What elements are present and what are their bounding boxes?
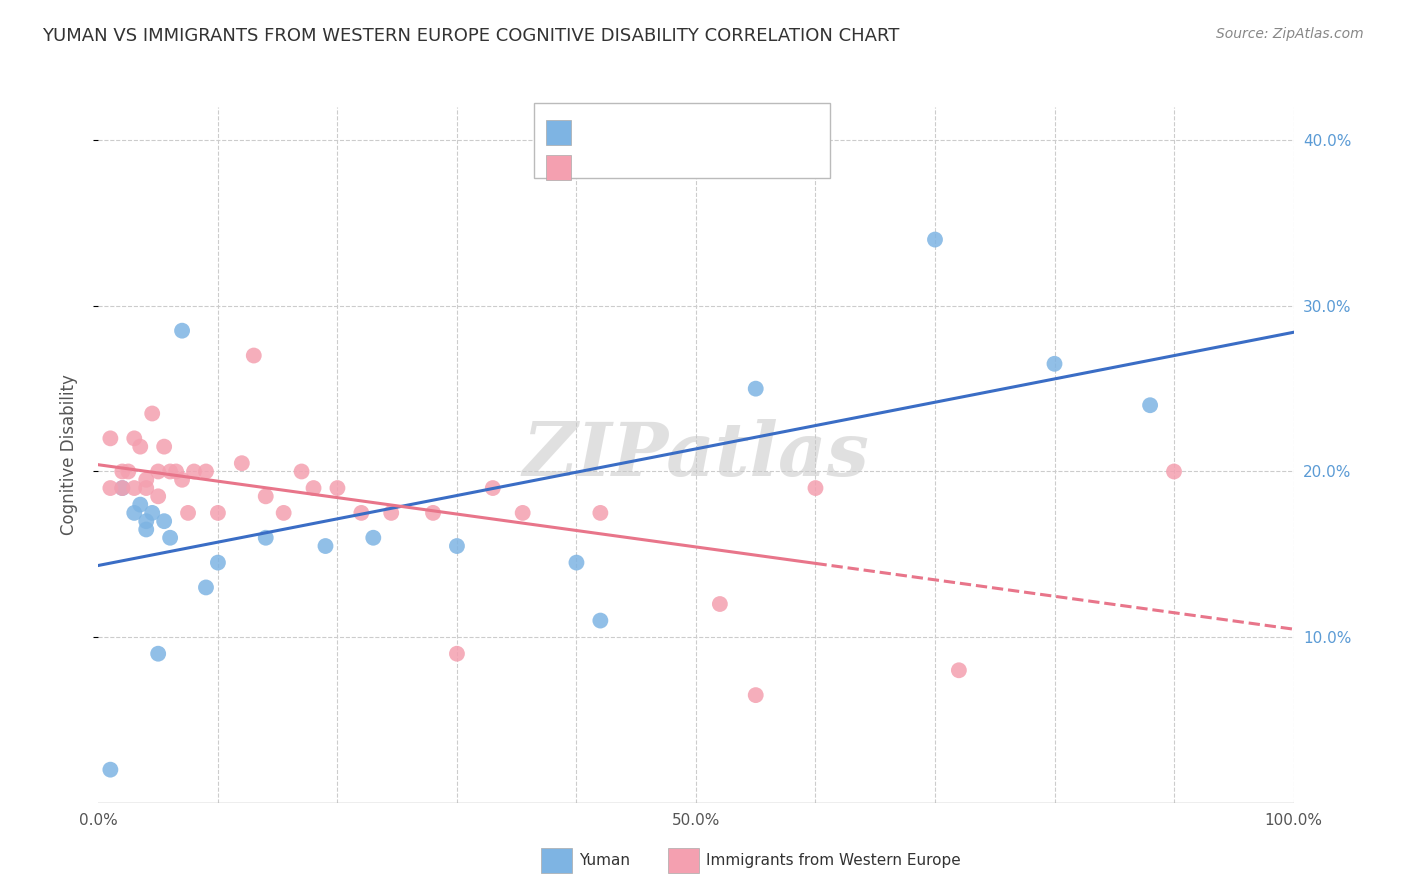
Point [350,506,373,520]
Point [153,514,176,528]
Point [589,614,612,628]
Point [183,465,205,479]
Point [148,489,170,503]
Text: Immigrants from Western Europe: Immigrants from Western Europe [706,854,960,868]
Text: 23: 23 [713,124,737,142]
Point [124,431,146,445]
Point [111,465,134,479]
Point [446,647,468,661]
Text: N =: N = [666,158,714,176]
Text: -0.243: -0.243 [607,158,666,176]
Point [1139,398,1161,412]
Point [117,465,139,479]
Point [380,506,402,520]
Text: R =: R = [579,158,616,176]
Point [291,465,314,479]
Y-axis label: Cognitive Disability: Cognitive Disability [59,375,77,535]
Text: YUMAN VS IMMIGRANTS FROM WESTERN EUROPE COGNITIVE DISABILITY CORRELATION CHART: YUMAN VS IMMIGRANTS FROM WESTERN EUROPE … [42,27,900,45]
Point [565,556,588,570]
Point [254,489,277,503]
Point [302,481,325,495]
Point [326,481,349,495]
Point [124,481,146,495]
Point [98,763,122,777]
Point [243,349,266,363]
Point [159,465,181,479]
Point [745,688,768,702]
Point [422,506,444,520]
Point [148,647,170,661]
Point [804,481,827,495]
Point [172,324,194,338]
Point [194,465,218,479]
Point [111,481,134,495]
Point [141,407,163,421]
Point [1163,465,1185,479]
Text: 0.562: 0.562 [617,124,669,142]
Point [135,514,157,528]
Point [207,556,229,570]
Point [745,382,768,396]
Text: 40: 40 [713,158,735,176]
Point [98,431,122,445]
Point [446,539,468,553]
Point [1043,357,1066,371]
Point [231,456,253,470]
Text: Source: ZipAtlas.com: Source: ZipAtlas.com [1216,27,1364,41]
Point [129,498,152,512]
Point [148,465,170,479]
Point [589,506,612,520]
Point [129,440,152,454]
Point [924,233,946,247]
Point [153,440,176,454]
Point [141,506,163,520]
Point [135,473,157,487]
Point [165,465,187,479]
Text: ZIPatlas: ZIPatlas [523,418,869,491]
Point [124,506,146,520]
Point [207,506,229,520]
Point [98,481,122,495]
Point [135,523,157,537]
Point [159,531,181,545]
Point [948,663,970,677]
Point [194,581,218,595]
Point [172,473,194,487]
Point [363,531,385,545]
Text: R =: R = [579,124,616,142]
Text: N =: N = [666,124,714,142]
Point [512,506,534,520]
Point [177,506,200,520]
Point [111,481,134,495]
Point [135,481,157,495]
Point [315,539,337,553]
Point [273,506,295,520]
Point [254,531,277,545]
Text: Yuman: Yuman [579,854,630,868]
Point [481,481,505,495]
Point [709,597,731,611]
